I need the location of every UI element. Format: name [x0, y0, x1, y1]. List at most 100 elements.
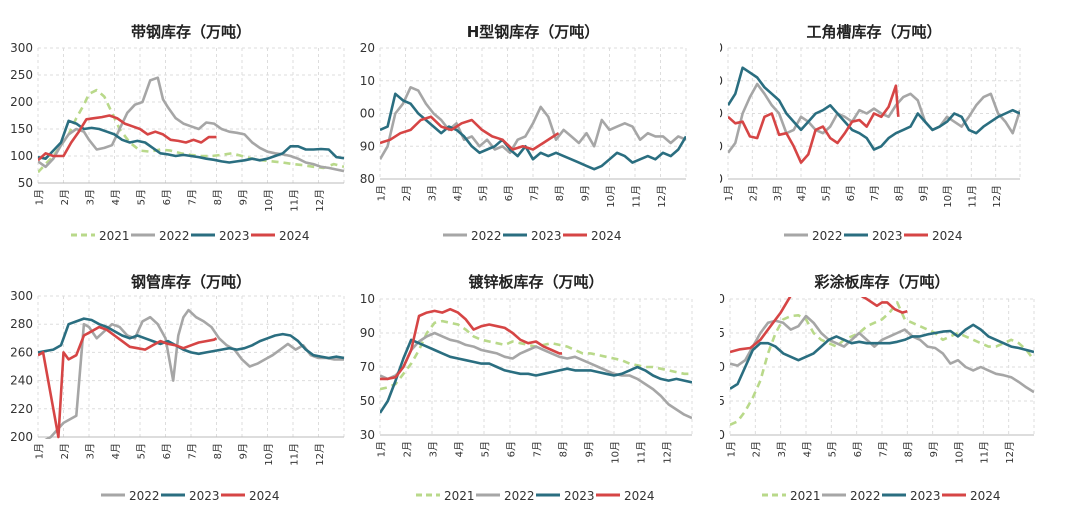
y-tick-label: 280 — [10, 317, 33, 331]
y-tick-label: 80 — [360, 172, 375, 186]
series-line-2023 — [730, 323, 1034, 390]
x-tick-label: 6月 — [845, 185, 857, 201]
y-tick-label: 100 — [360, 107, 375, 121]
legend-label-2024: 2024 — [932, 229, 963, 243]
x-tick-label: 11月 — [288, 443, 300, 466]
x-tick-label: 1月 — [33, 189, 45, 205]
legend-label-2022: 2022 — [504, 489, 535, 503]
legend-label-2024: 2024 — [591, 229, 622, 243]
series-line-2024 — [728, 84, 900, 164]
x-tick-label: 9月 — [237, 443, 249, 459]
x-tick-label: 6月 — [852, 441, 864, 457]
legend-label-2021: 2021 — [444, 489, 475, 503]
x-tick-label: 3月 — [426, 185, 438, 201]
series-line-2023 — [38, 119, 344, 164]
series-line-2022 — [380, 331, 692, 420]
x-tick-label: 9月 — [237, 189, 249, 205]
y-tick-label: 200 — [720, 41, 723, 55]
x-tick-label: 5月 — [477, 185, 489, 201]
y-tick-label: 30 — [720, 428, 725, 442]
x-tick-label: 5月 — [135, 189, 147, 205]
y-tick-label: 250 — [10, 68, 33, 82]
chart-title: 钢管库存（万吨） — [131, 273, 251, 291]
x-tick-label: 11月 — [635, 441, 647, 464]
legend-label-2023: 2023 — [910, 489, 941, 503]
x-tick-label: 5月 — [479, 441, 491, 457]
chart-3: 工角槽库存（万吨） 120 140 160 180 200 1月 2月 3月 4月 5月 6月 7月 8月… — [720, 23, 1021, 243]
y-tick-label: 120 — [720, 172, 723, 186]
series-line-2021 — [730, 301, 1034, 426]
legend-label-2024: 2024 — [970, 489, 1001, 503]
legend-label-2023: 2023 — [872, 229, 903, 243]
x-tick-label: 8月 — [212, 189, 224, 205]
series-line-2024 — [38, 325, 218, 439]
y-tick-label: 180 — [720, 74, 723, 88]
y-tick-label: 200 — [10, 430, 33, 444]
chart-1: 带钢库存（万吨） 50 100 150 200 250 300 1月 2月 3月 4月 5月 6月 7月 8… — [10, 23, 345, 243]
x-tick-label: 8月 — [903, 441, 915, 457]
series-line-2023 — [380, 338, 692, 414]
x-tick-label: 6月 — [161, 189, 173, 205]
x-tick-label: 2月 — [401, 185, 413, 201]
x-tick-label: 2月 — [59, 443, 71, 459]
x-tick-label: 10月 — [942, 185, 954, 208]
x-tick-label: 11月 — [979, 441, 991, 464]
y-tick-label: 300 — [10, 289, 33, 303]
series-line-2022 — [380, 86, 686, 160]
x-tick-label: 3月 — [772, 185, 784, 201]
x-tick-label: 5月 — [821, 185, 833, 201]
x-tick-label: 11月 — [288, 189, 300, 212]
y-tick-label: 50 — [18, 176, 33, 190]
series-line-2024 — [380, 115, 560, 151]
series-line-2022 — [44, 308, 344, 439]
y-tick-label: 150 — [360, 394, 375, 408]
legend-label-2023: 2023 — [219, 229, 250, 243]
x-tick-label: 12月 — [991, 185, 1003, 208]
x-tick-label: 3月 — [776, 441, 788, 457]
y-tick-label: 35 — [720, 394, 725, 408]
x-tick-label: 3月 — [84, 189, 96, 205]
series-line-2023 — [38, 317, 344, 360]
y-tick-label: 160 — [720, 107, 723, 121]
x-tick-label: 7月 — [186, 443, 198, 459]
x-tick-label: 8月 — [557, 441, 569, 457]
y-tick-label: 190 — [360, 326, 375, 340]
y-tick-label: 50 — [720, 292, 725, 306]
y-tick-label: 240 — [10, 374, 33, 388]
legend-label-2022: 2022 — [812, 229, 843, 243]
x-tick-label: 10月 — [609, 441, 621, 464]
x-tick-label: 9月 — [918, 185, 930, 201]
x-tick-label: 4月 — [110, 189, 122, 205]
x-tick-label: 7月 — [869, 185, 881, 201]
x-tick-label: 10月 — [953, 441, 965, 464]
chart-6: 彩涂板库存（万吨） 30 35 40 45 50 1月 2月 3月 4月 5月 6月 7月 8月 9月 10月… — [720, 273, 1035, 503]
x-tick-label: 6月 — [505, 441, 517, 457]
chart-title: H型钢库存（万吨） — [467, 23, 600, 41]
series-line-2023 — [728, 66, 1020, 151]
x-tick-label: 8月 — [894, 185, 906, 201]
x-tick-label: 9月 — [583, 441, 595, 457]
x-tick-label: 1月 — [723, 185, 735, 201]
legend-label-2022: 2022 — [850, 489, 881, 503]
x-tick-label: 12月 — [661, 441, 673, 464]
x-tick-label: 11月 — [630, 185, 642, 208]
legend-label-2023: 2023 — [531, 229, 562, 243]
x-tick-label: 2月 — [748, 185, 760, 201]
y-tick-label: 200 — [10, 95, 33, 109]
legend-label-2022: 2022 — [159, 229, 190, 243]
series-line-2024 — [38, 114, 217, 162]
legend-label-2022: 2022 — [471, 229, 502, 243]
x-tick-label: 1月 — [725, 441, 737, 457]
x-tick-label: 4月 — [801, 441, 813, 457]
x-tick-label: 10月 — [263, 443, 275, 466]
x-tick-label: 3月 — [84, 443, 96, 459]
x-tick-label: 10月 — [605, 185, 617, 208]
y-tick-label: 170 — [360, 360, 375, 374]
chart-title: 工角槽库存（万吨） — [806, 23, 941, 41]
legend-label-2021: 2021 — [790, 489, 821, 503]
x-tick-label: 1月 — [375, 185, 387, 201]
series-line-2022 — [728, 82, 1020, 154]
x-tick-label: 5月 — [135, 443, 147, 459]
x-tick-label: 7月 — [531, 441, 543, 457]
